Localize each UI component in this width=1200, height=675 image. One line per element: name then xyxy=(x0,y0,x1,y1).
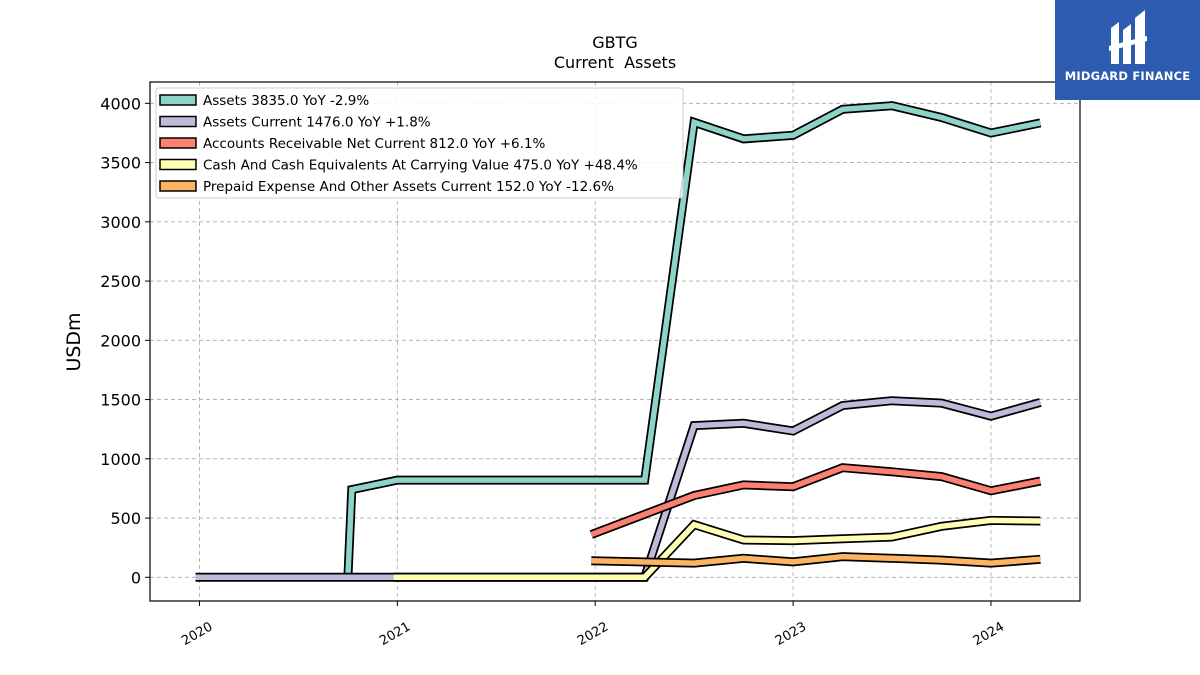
x-tick-label: 2024 xyxy=(971,619,1007,649)
y-tick-label: 0 xyxy=(131,568,141,587)
series-line-4 xyxy=(393,515,1041,582)
series-outline xyxy=(195,396,1042,582)
series-stroke xyxy=(195,397,1042,581)
legend-entry: Cash And Cash Equivalents At Carrying Va… xyxy=(203,158,638,174)
x-axis-ticks: 2020 2021 2022 2023 2024 xyxy=(179,601,1007,649)
x-tick-label: 2021 xyxy=(377,619,413,649)
x-tick-label: 2022 xyxy=(575,619,611,649)
legend: Assets 3835.0 YoY -2.9% Assets Current 14… xyxy=(155,87,684,199)
series-line-5 xyxy=(591,552,1041,568)
series-line-2 xyxy=(195,396,1042,582)
y-tick-label: 1500 xyxy=(100,391,141,410)
y-tick-label: 1000 xyxy=(100,450,141,469)
legend-entry: Assets Current 1476.0 YoY +1.8% xyxy=(203,115,431,131)
series-stroke xyxy=(345,102,1041,578)
legend-swatch xyxy=(159,180,197,192)
legend-entry: Assets 3835.0 YoY -2.9% xyxy=(203,93,369,109)
x-tick-label: 2020 xyxy=(179,619,215,649)
x-tick-label: 2023 xyxy=(773,619,809,649)
chart-subtitle: Current Assets xyxy=(554,53,676,72)
y-tick-label: 500 xyxy=(110,509,141,528)
legend-swatch xyxy=(159,115,197,128)
y-tick-label: 4000 xyxy=(100,94,141,113)
y-axis-label: USDm xyxy=(63,312,85,371)
y-tick-label: 3500 xyxy=(100,154,141,173)
y-axis-ticks: 0 500 1000 1500 2000 2500 3000 3500 4000 xyxy=(100,94,150,587)
y-tick-label: 3000 xyxy=(100,213,141,232)
brand-logo: MIDGARD FINANCE xyxy=(1055,0,1200,100)
series-line-1 xyxy=(343,101,1042,578)
legend-box xyxy=(155,87,684,199)
legend-entry: Prepaid Expense And Other Assets Current… xyxy=(203,179,614,195)
y-tick-label: 2500 xyxy=(100,272,141,291)
legend-swatch xyxy=(159,94,197,106)
legend-entry: Accounts Receivable Net Current 812.0 Yo… xyxy=(203,136,546,152)
series-stroke xyxy=(590,464,1041,538)
logo-text: MIDGARD FINANCE xyxy=(1064,69,1191,83)
plot-frame xyxy=(149,81,1081,602)
logo-mark-icon xyxy=(1109,10,1147,64)
y-tick-label: 2000 xyxy=(100,331,141,350)
legend-swatch xyxy=(159,137,197,149)
series-stroke xyxy=(591,553,1041,566)
series-line-3 xyxy=(589,463,1042,539)
chart-title: GBTG xyxy=(592,33,638,52)
series-layer xyxy=(195,101,1042,582)
series-stroke xyxy=(393,517,1041,581)
legend-swatch xyxy=(159,158,197,171)
